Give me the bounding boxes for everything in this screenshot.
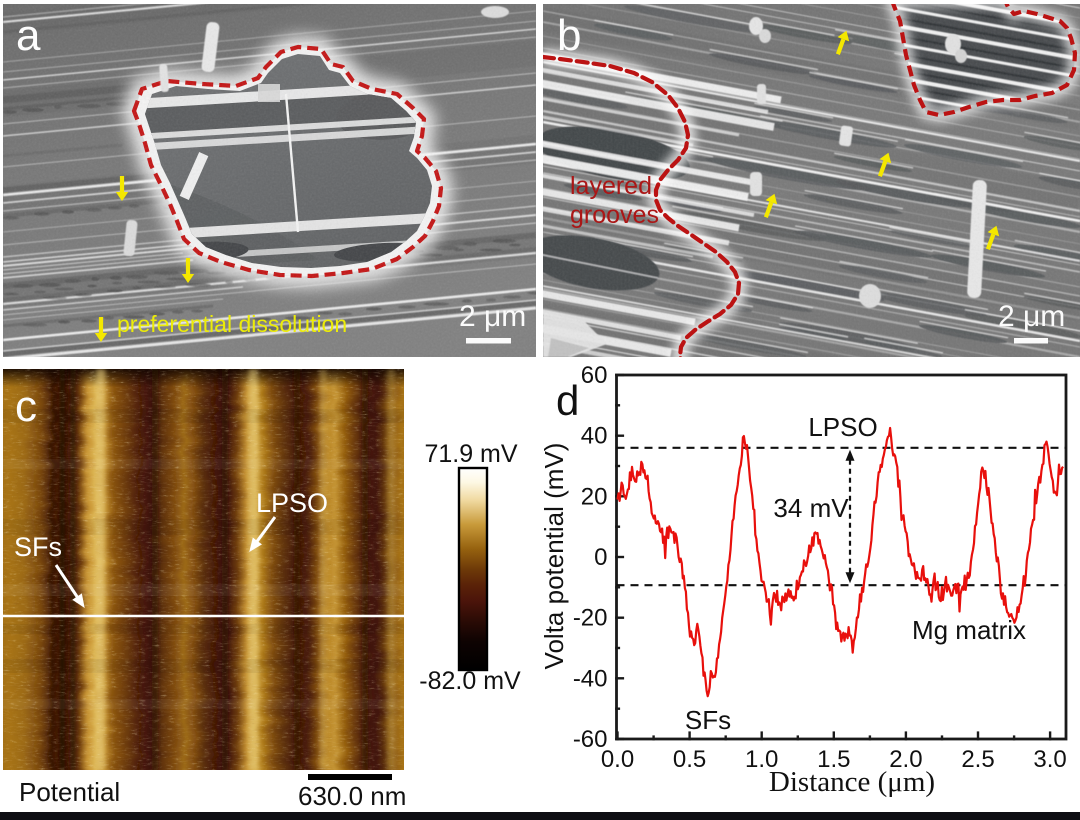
svg-text:2.0: 2.0 xyxy=(889,746,922,773)
svg-text:d: d xyxy=(556,377,579,424)
svg-text:0.5: 0.5 xyxy=(673,746,706,773)
svg-text:Distance (μm): Distance (μm) xyxy=(769,766,935,798)
svg-text:-40: -40 xyxy=(573,665,608,692)
svg-text:-20: -20 xyxy=(573,605,608,632)
svg-text:Volta potential (mV): Volta potential (mV) xyxy=(540,443,569,670)
svg-text:3.0: 3.0 xyxy=(1033,746,1066,773)
svg-text:c: c xyxy=(15,382,37,431)
svg-text:layered: layered xyxy=(570,172,652,200)
svg-text:2 μm: 2 μm xyxy=(998,300,1065,333)
svg-text:0.0: 0.0 xyxy=(601,746,634,773)
svg-text:SFs: SFs xyxy=(14,532,62,562)
svg-text:1.5: 1.5 xyxy=(817,746,850,773)
svg-text:-82.0 mV: -82.0 mV xyxy=(419,667,521,695)
svg-text:2 μm: 2 μm xyxy=(459,300,526,333)
svg-text:1.0: 1.0 xyxy=(745,746,778,773)
svg-text:-60: -60 xyxy=(573,726,608,753)
svg-text:preferential dissolution: preferential dissolution xyxy=(117,311,347,337)
svg-text:71.9 mV: 71.9 mV xyxy=(424,440,517,468)
svg-text:20: 20 xyxy=(581,483,608,510)
svg-text:a: a xyxy=(16,11,41,60)
svg-text:grooves: grooves xyxy=(570,201,659,229)
svg-text:0: 0 xyxy=(594,544,607,571)
svg-text:2.5: 2.5 xyxy=(961,746,994,773)
svg-text:60: 60 xyxy=(581,362,608,389)
svg-text:SFs: SFs xyxy=(685,705,731,735)
svg-text:Mg matrix: Mg matrix xyxy=(912,615,1026,645)
svg-text:LPSO: LPSO xyxy=(256,488,328,518)
svg-text:LPSO: LPSO xyxy=(808,412,877,442)
svg-text:40: 40 xyxy=(581,423,608,450)
svg-text:34 mV: 34 mV xyxy=(773,493,849,523)
svg-text:b: b xyxy=(557,11,581,60)
